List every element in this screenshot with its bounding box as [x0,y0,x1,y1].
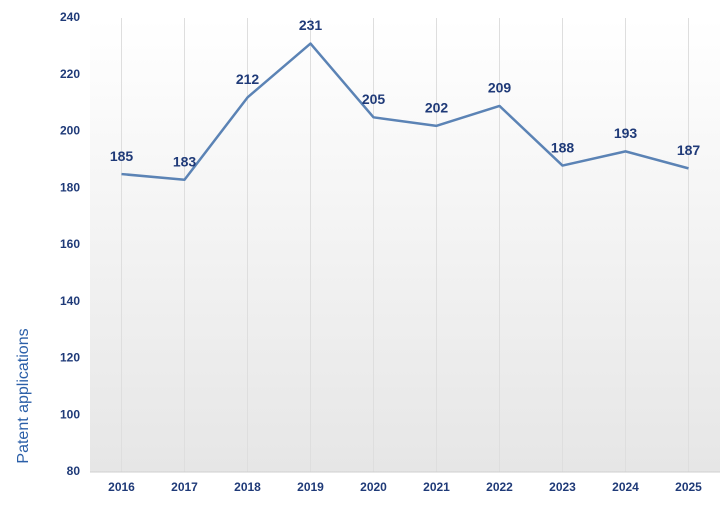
x-tick-label: 2018 [234,480,261,494]
y-tick-label: 120 [60,351,80,365]
x-tick-label: 2016 [108,480,135,494]
x-tick-label: 2021 [423,480,450,494]
data-label: 185 [110,148,134,164]
y-tick-label: 180 [60,180,80,194]
x-tick-label: 2025 [675,480,702,494]
data-label: 202 [425,100,449,116]
x-tick-label: 2022 [486,480,513,494]
data-label: 231 [299,17,323,33]
plot-background [90,18,720,472]
y-tick-label: 140 [60,294,80,308]
y-tick-label: 200 [60,124,80,138]
data-label: 212 [236,71,260,87]
data-label: 188 [551,139,575,155]
x-tick-label: 2020 [360,480,387,494]
data-label: 205 [362,91,386,107]
data-label: 193 [614,125,638,141]
y-tick-label: 240 [60,10,80,24]
data-label: 183 [173,153,197,169]
y-tick-label: 100 [60,407,80,421]
y-axis-label: Patent applications [15,328,32,463]
x-tick-label: 2017 [171,480,198,494]
y-tick-label: 80 [67,464,81,478]
data-label: 187 [677,142,701,158]
data-line [121,42,689,181]
y-tick-label: 220 [60,67,80,81]
x-tick-label: 2019 [297,480,324,494]
x-tick-label: 2023 [549,480,576,494]
y-tick-label: 160 [60,237,80,251]
data-label: 209 [488,80,512,96]
x-tick-label: 2024 [612,480,639,494]
